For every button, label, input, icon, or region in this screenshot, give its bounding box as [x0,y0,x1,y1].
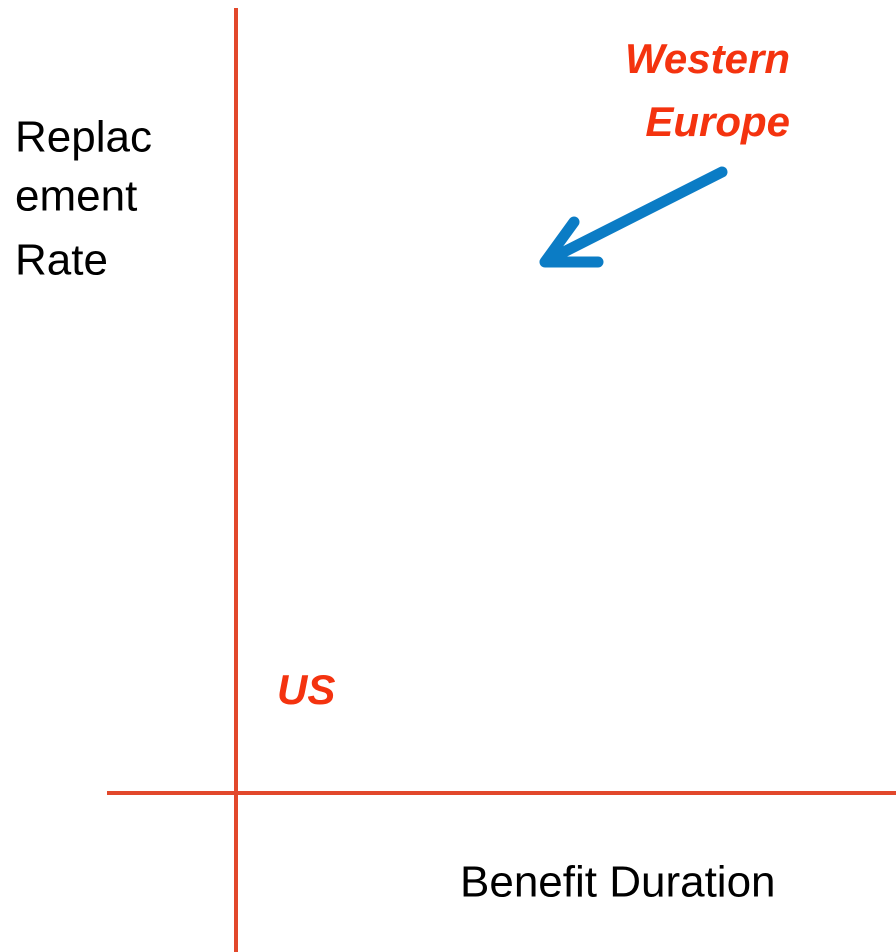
y-axis-label: Rate [15,236,108,285]
arrow [539,166,728,268]
annotation: Western [625,35,790,82]
y-axis-label: Replac [15,113,152,162]
annotation: US [277,666,335,713]
x-axis-label: Benefit Duration [460,858,776,907]
annotation: Europe [645,98,790,145]
y-axis-label: ement [15,172,137,221]
